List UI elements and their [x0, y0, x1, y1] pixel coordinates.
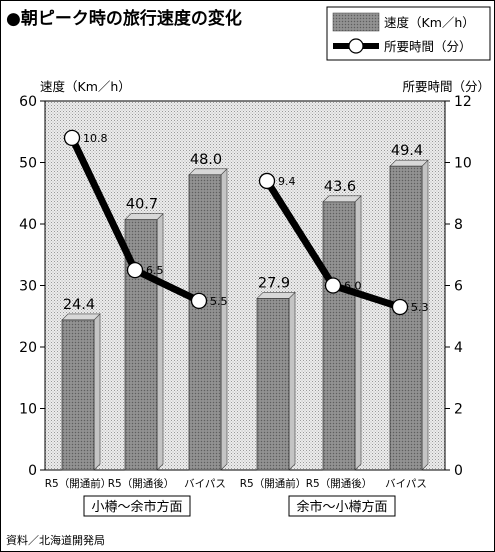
bar-top	[256, 292, 296, 299]
bar-value-label: 40.7	[126, 197, 158, 213]
bar	[322, 201, 356, 471]
line-point	[63, 129, 81, 147]
left-axis-title: 速度（Km／h）	[40, 79, 131, 94]
bar-side	[220, 168, 228, 471]
left-tick-label: 40	[19, 217, 37, 233]
bar-value-label: 49.4	[391, 143, 423, 159]
bar-top	[322, 195, 362, 203]
chart-title: ●朝ピーク時の旅行速度の変化	[6, 8, 242, 29]
line-value-label: 6.5	[146, 264, 164, 277]
line-point	[126, 261, 144, 279]
x-category-label: R5（開通前）	[45, 477, 111, 490]
bar-top	[389, 159, 429, 167]
right-axis-title: 所要時間（分）	[402, 79, 490, 94]
plot-area	[44, 100, 446, 471]
bar-top	[188, 168, 228, 176]
right-tick-label: 12	[454, 94, 472, 110]
group-label-1: 小樽〜余市方面	[91, 499, 182, 515]
x-category-label: バイパス	[184, 478, 226, 490]
bar	[256, 298, 290, 471]
right-tick-label: 6	[454, 279, 463, 295]
x-axis-categories: R5（開通前）R5（開通後） バイパス R5（開通前） R5（開通後） バイパス	[45, 477, 427, 490]
line-value-label: 5.5	[210, 295, 228, 308]
line-point	[190, 292, 208, 310]
line-value-label: 10.8	[83, 132, 108, 145]
line-point	[258, 172, 276, 190]
group-label-2: 余市〜小樽方面	[296, 499, 387, 515]
left-axis: 0 10 20 30 40 50 60	[19, 94, 45, 479]
left-tick-label: 0	[28, 463, 37, 479]
bar-side	[288, 291, 296, 471]
bar-side	[354, 195, 362, 471]
left-tick-label: 60	[19, 94, 37, 110]
x-category-label: R5（開通後）	[108, 477, 174, 490]
legend-bar-swatch	[332, 12, 380, 32]
right-axis: 0 2 4 6 8 10 12	[445, 94, 472, 479]
left-tick-label: 30	[19, 279, 37, 295]
bar-side	[93, 313, 101, 471]
right-tick-label: 0	[454, 463, 463, 479]
right-tick-label: 4	[454, 340, 463, 356]
legend-label-time: 所要時間（分）	[384, 39, 472, 54]
group-label-box-2	[288, 495, 396, 517]
bar-value-label: 24.4	[63, 297, 95, 313]
bar-value-label: 48.0	[190, 152, 222, 168]
legend-marker-swatch	[348, 38, 364, 54]
left-tick-label: 10	[19, 402, 37, 418]
x-category-label: バイパス	[385, 478, 427, 490]
x-category-label: R5（開通後）	[306, 477, 372, 490]
line-value-label: 5.3	[411, 301, 429, 314]
bar-side	[421, 159, 429, 471]
bar-series: 24.4 40.7 48.0 27.9 43.6 49.4	[61, 143, 429, 471]
line-series: 10.8 6.5 5.5 9.4 6.0 5.3	[63, 129, 429, 316]
group-label-box-1	[83, 495, 191, 517]
right-tick-label: 10	[454, 156, 472, 172]
bar-side	[156, 212, 164, 471]
legend: 速度（Km／h） 所要時間（分）	[326, 6, 491, 61]
legend-label-speed: 速度（Km／h）	[384, 15, 475, 30]
bar	[61, 319, 95, 471]
bar	[188, 174, 222, 471]
line-point	[391, 298, 409, 316]
bar-value-label: 43.6	[324, 179, 356, 195]
bar	[389, 165, 423, 471]
x-category-label: R5（開通前）	[240, 477, 306, 490]
right-tick-label: 8	[454, 217, 463, 233]
bar-value-label: 27.9	[258, 275, 290, 291]
right-tick-label: 2	[454, 402, 463, 418]
left-tick-label: 20	[19, 340, 37, 356]
left-tick-label: 50	[19, 156, 37, 172]
line-point	[324, 277, 342, 294]
source-note: 資料／北海道開発局	[6, 533, 105, 547]
bar-top	[124, 213, 164, 220]
bar-top	[61, 313, 101, 321]
line-value-label: 9.4	[278, 175, 296, 188]
line-value-label: 6.0	[344, 280, 362, 293]
